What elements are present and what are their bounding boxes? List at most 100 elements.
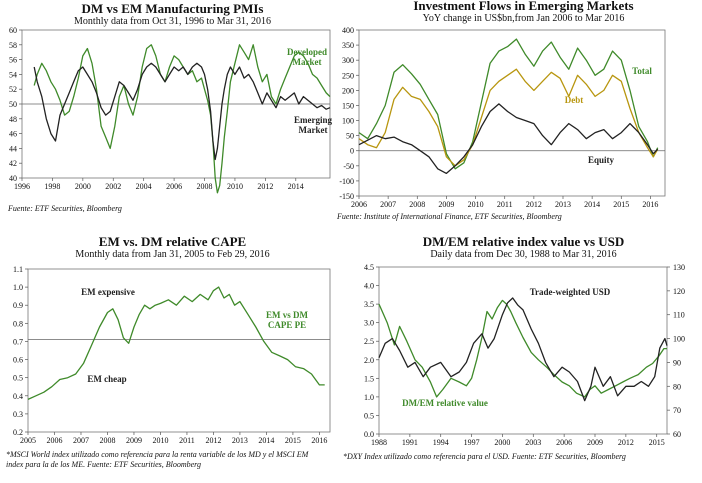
plot-frame (358, 29, 666, 197)
chart-title: EM vs. DM relative CAPE (98, 234, 247, 249)
series-line-dm-em-relative-value (378, 299, 667, 398)
x-tick-label: 2009 (438, 200, 454, 209)
y-tick-label: 50 (9, 100, 17, 109)
x-tick-label: 1994 (433, 438, 449, 447)
chart-panel-cape: EM vs. DM relative CAPE Monthly data fro… (0, 232, 345, 483)
series-line-developed-market (33, 44, 331, 194)
chart-subtitle: Monthly data from Jan 31, 2005 to Feb 29… (75, 249, 270, 260)
series-label-emerging-market: Market (299, 125, 328, 135)
series-label-em-vs-dm-cape: CAPE PE (268, 320, 306, 330)
x-tick-label: 2006 (556, 438, 572, 447)
y-tick-label: 56 (9, 56, 17, 65)
y-tick-label: 4.5 (364, 263, 374, 272)
chart-subtitle: Monthly data from Oct 31, 1996 to Mar 31… (74, 16, 271, 27)
series-label-total: Total (632, 66, 652, 76)
series-label-developed-market: Market (293, 57, 322, 67)
x-tick-label: 2012 (257, 182, 273, 191)
x-tick-label: 2010 (227, 182, 243, 191)
x-tick-label: 2006 (351, 200, 367, 209)
chart-plot-pmi: 40 42 44 46 48 50 52 54 56 58 60 1996 1998 2000 2002 20… (9, 26, 332, 194)
x-tick-label: 2009 (587, 438, 603, 447)
y-tick-label: 3.5 (364, 300, 374, 309)
x-tick-label: 2015 (649, 438, 665, 447)
y-tick-label: 0.9 (13, 301, 23, 310)
x-tick-label: 1998 (44, 182, 60, 191)
series-line-total (358, 38, 659, 170)
series-line-trade-weighted-usd (378, 297, 668, 402)
chart-source: Fuente: Institute of International Finan… (337, 212, 562, 221)
y-tick-label: 0.0 (364, 430, 374, 439)
x-tick-label: 2011 (179, 436, 195, 445)
series-line-em-vs-dm-cape-pe (27, 286, 325, 400)
x-tick-label: 2011 (497, 200, 513, 209)
x-tick-label: 1988 (371, 438, 387, 447)
x-tick-label: 2006 (166, 182, 182, 191)
y2-tick-label: 90 (673, 358, 681, 367)
x-tick-label: 1991 (402, 438, 418, 447)
y2-tick-label: 130 (673, 263, 685, 272)
x-tick-label: 1996 (14, 182, 30, 191)
y2-tick-label: 80 (673, 382, 681, 391)
y-tick-label: 50 (346, 132, 354, 141)
y2-tick-label: 120 (673, 287, 685, 296)
chart-source: Fuente: ETF Securities, Bloomberg (8, 204, 122, 213)
x-tick-label: 2002 (105, 182, 121, 191)
chart-plot-cape: 0.2 0.3 0.4 0.5 0.6 0.7 0.8 0.9 1.0 1.1 2005 2006 20… (13, 265, 331, 445)
x-tick-label: 2012 (618, 438, 634, 447)
chart-panel-investment-flows: Investment Flows in Emerging Markets YoY… (337, 0, 702, 230)
x-tick-label: 2009 (126, 436, 142, 445)
y-tick-label: 0 (350, 147, 354, 156)
y-tick-label: 150 (342, 101, 354, 110)
y-tick-label: 350 (342, 41, 354, 50)
y-tick-label: -150 (339, 192, 354, 201)
chart-source-line-2: index para la de los ME. Fuente: ETF Sec… (6, 460, 201, 469)
y2-tick-label: 100 (673, 335, 685, 344)
x-tick-label: 2008 (99, 436, 115, 445)
y-tick-label: 100 (342, 117, 354, 126)
y-tick-label: 0.5 (364, 411, 374, 420)
y-tick-label: 0.2 (13, 428, 23, 437)
y-tick-label: -100 (339, 177, 354, 186)
x-tick-label: 2016 (311, 436, 327, 445)
y-tick-label: 0.4 (13, 392, 23, 401)
y2-tick-label: 70 (673, 406, 681, 415)
chart-title: DM/EM relative index value vs USD (422, 234, 625, 249)
y-tick-label: 0.7 (13, 337, 23, 346)
series-line-debt (358, 68, 659, 167)
series-label-developed-market: Developed (287, 47, 327, 57)
series-label-debt: Debt (565, 95, 584, 105)
y-tick-label: -50 (343, 162, 354, 171)
y2-tick-label: 110 (673, 311, 685, 320)
x-tick-label: 2008 (197, 182, 213, 191)
y-tick-label: 300 (342, 56, 354, 65)
x-tick-label: 2014 (584, 200, 600, 209)
y-tick-label: 46 (9, 130, 17, 139)
y-tick-label: 2.0 (364, 356, 374, 365)
y-tick-label: 3.0 (364, 319, 374, 328)
chart-source-line-1: *MSCI World index utilizado como referen… (6, 450, 309, 459)
y-tick-label: 0.5 (13, 374, 23, 383)
y-tick-label: 0.8 (13, 319, 23, 328)
series-label-trade-weighted-usd: Trade-weighted USD (530, 287, 611, 297)
series-line-equity (358, 103, 659, 175)
chart-title: Investment Flows in Emerging Markets (413, 0, 634, 13)
y-tick-label: 54 (9, 70, 17, 79)
y-tick-label: 58 (9, 41, 17, 50)
y-tick-label: 42 (9, 159, 17, 168)
chart-source: *DXY Index utilizado como referencia par… (343, 452, 626, 461)
chart-plot-flows: -150 -100 -50 0 50 100 150 200 250 300 350 400 2006 2… (339, 26, 666, 209)
x-tick-label: 2006 (46, 436, 62, 445)
y-tick-label: 0.3 (13, 410, 23, 419)
x-tick-label: 2014 (288, 182, 304, 191)
y-tick-label: 4.0 (364, 282, 374, 291)
x-tick-label: 2016 (642, 200, 658, 209)
y-tick-label: 0.6 (13, 356, 23, 365)
y-tick-label: 40 (9, 174, 17, 183)
y-tick-label: 2.5 (364, 337, 374, 346)
chart-subtitle: YoY change in US$bn,from Jan 2006 to Mar… (422, 13, 625, 24)
chart-subtitle: Daily data from Dec 30, 1988 to Mar 31, … (430, 249, 617, 260)
x-tick-label: 1997 (464, 438, 480, 447)
x-tick-label: 2013 (232, 436, 248, 445)
x-tick-label: 2015 (285, 436, 301, 445)
chart-panel-dm-em-pmi: DM vs EM Manufacturing PMIs Monthly data… (0, 0, 345, 230)
